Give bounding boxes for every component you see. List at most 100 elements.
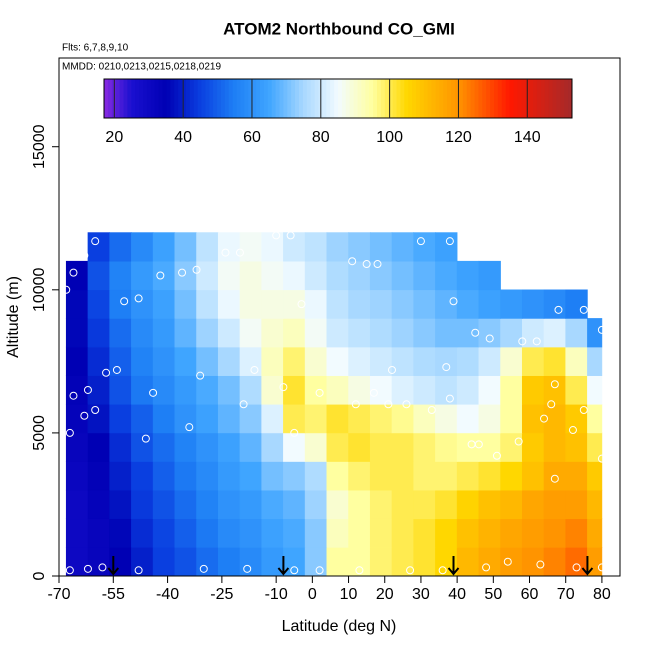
cell [348, 260, 371, 291]
cell [239, 289, 262, 319]
cell [87, 489, 110, 520]
cell [239, 489, 262, 520]
cell [391, 461, 414, 491]
cell [109, 260, 132, 291]
colorbar-tick-label: 60 [243, 129, 261, 146]
observation-point [250, 365, 259, 374]
cell [196, 489, 219, 520]
cell [478, 375, 501, 405]
colorbar-segment [174, 79, 179, 118]
observation-point [80, 411, 89, 420]
cell [413, 432, 436, 462]
cell [131, 318, 154, 348]
colorbar-segment [193, 79, 199, 118]
colorbar-segment [322, 79, 327, 118]
cell [131, 461, 154, 491]
cell [196, 461, 219, 491]
colorbar-segment [377, 79, 382, 118]
colorbar-segment [139, 79, 144, 118]
cell [478, 289, 501, 319]
observation-point [235, 248, 244, 257]
observation-point [550, 380, 559, 389]
cell [565, 547, 588, 577]
cell [196, 547, 219, 577]
cell [239, 547, 262, 577]
colorbar-segment [470, 79, 475, 118]
observation-point [355, 566, 364, 575]
cell [435, 260, 458, 291]
colorbar-segment [260, 79, 265, 118]
cell [109, 403, 132, 434]
colorbar-segment [536, 79, 542, 118]
colorbar-segment [158, 79, 163, 118]
observation-point [149, 388, 158, 397]
cell [65, 432, 89, 462]
cell [304, 403, 328, 434]
cell [65, 346, 89, 376]
cell [87, 346, 110, 376]
cell [587, 318, 603, 348]
colorbar-tick-label: 120 [445, 129, 472, 146]
colorbar-segment [201, 79, 206, 118]
cell [196, 232, 219, 262]
colorbar-segment [458, 79, 464, 118]
colorbar-segment [197, 79, 202, 118]
cell [521, 489, 545, 520]
cell [217, 318, 241, 348]
cell [65, 403, 89, 434]
cell [217, 403, 241, 434]
colorbar-segment [466, 79, 472, 118]
cell [65, 547, 89, 577]
cell [521, 547, 545, 577]
cell [239, 318, 262, 348]
observation-point [279, 383, 288, 392]
cell [456, 346, 480, 376]
cell [543, 432, 567, 462]
cell [304, 289, 328, 319]
cell [500, 461, 523, 491]
observation-point [286, 231, 295, 240]
cell [369, 232, 393, 262]
cell [456, 461, 480, 491]
cell [326, 289, 349, 319]
observation-point [518, 337, 527, 346]
cell [87, 289, 110, 319]
cell [521, 289, 545, 319]
cell [500, 518, 523, 548]
x-tick-label: 10 [340, 586, 358, 603]
x-tick-label: -40 [156, 586, 179, 603]
colorbar-segment [232, 79, 238, 118]
cell [217, 489, 241, 520]
cell [196, 318, 219, 348]
colorbar-segment [162, 79, 167, 118]
observation-point [471, 328, 480, 337]
colorbar-segment [240, 79, 245, 118]
colorbar-segment [205, 79, 210, 118]
colorbar-segment [439, 79, 444, 118]
observation-point [402, 400, 411, 409]
cell [456, 547, 480, 577]
cell [478, 318, 501, 348]
cell [239, 260, 262, 291]
colorbar-segment [490, 79, 495, 118]
cell [87, 547, 110, 577]
cell [413, 346, 436, 376]
colorbar-segment [552, 79, 557, 118]
cell [587, 375, 603, 405]
cell [435, 232, 458, 262]
colorbar-segment [361, 79, 366, 118]
cell [261, 318, 284, 348]
x-tick-label: 20 [376, 586, 394, 603]
cell [565, 432, 588, 462]
cell [152, 318, 176, 348]
cell [131, 289, 154, 319]
colorbar-segment [505, 79, 511, 118]
colorbar-segment [170, 79, 175, 118]
cell [413, 547, 436, 577]
observation-point [83, 385, 92, 394]
colorbar-segment [513, 79, 518, 118]
cell [348, 375, 371, 405]
colorbar-tick-label: 20 [105, 129, 123, 146]
x-tick-label: -25 [210, 586, 233, 603]
colorbar-segment [244, 79, 249, 118]
